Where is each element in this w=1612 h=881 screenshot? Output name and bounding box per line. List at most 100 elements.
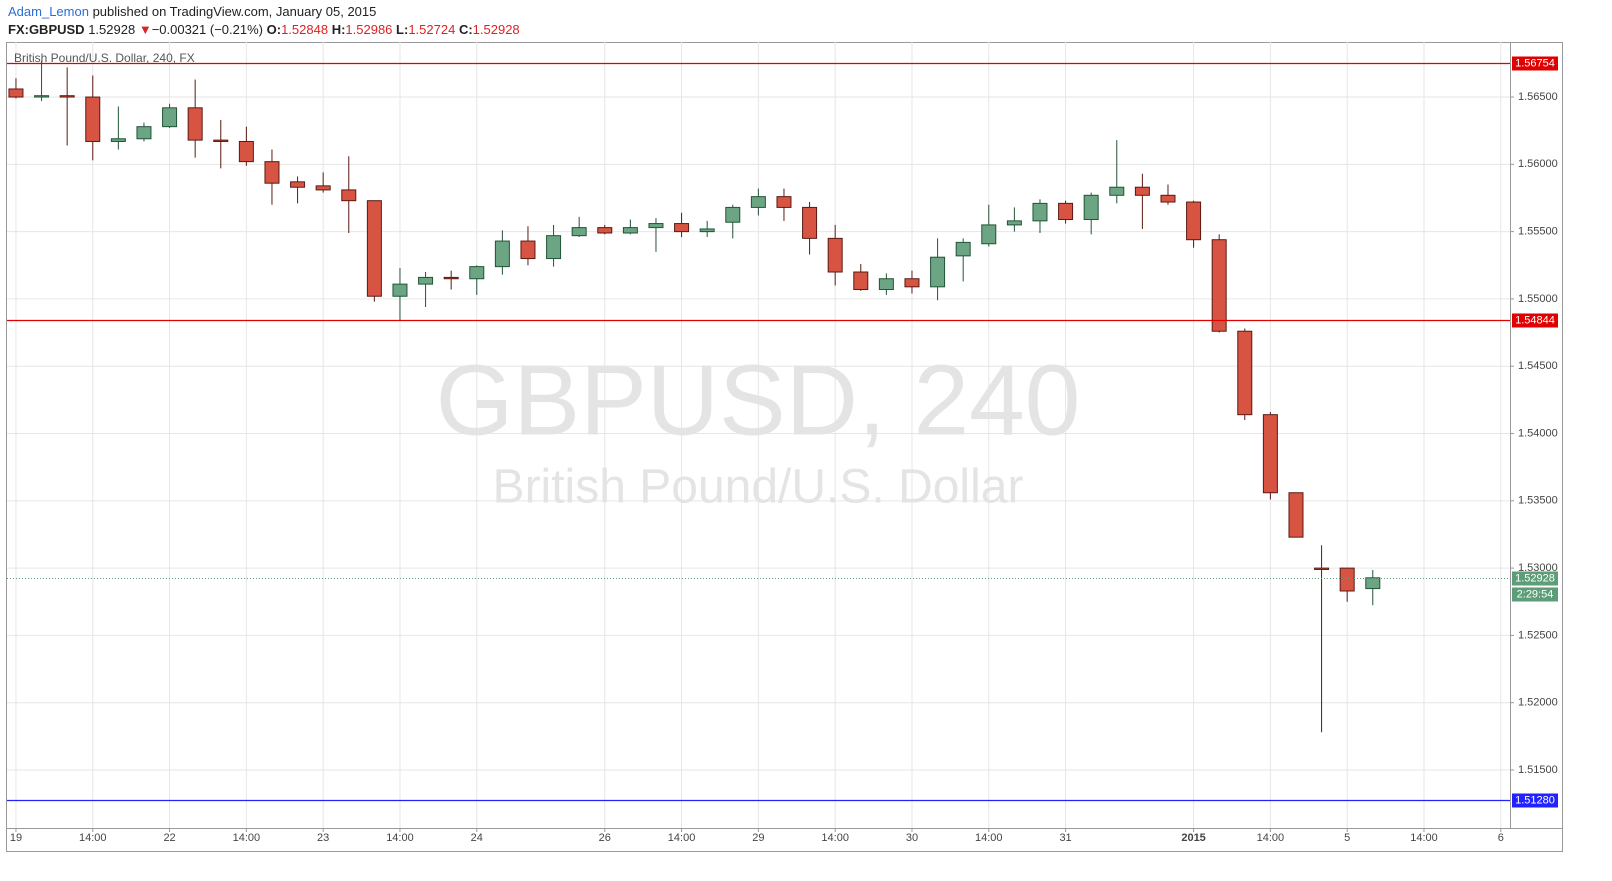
y-tick-label: 1.52500 [1518,629,1558,641]
candle-body [469,266,485,280]
y-tick-label: 1.53500 [1518,495,1558,507]
x-tick-label: 31 [1059,832,1071,844]
countdown: 2:29:54 [1517,588,1554,600]
x-tick-label: 19 [10,832,22,844]
candle-body [878,278,894,291]
x-tick-label: 14:00 [975,832,1003,844]
y-tick-label: 1.56500 [1518,91,1558,103]
candle-body [315,185,331,191]
candle-body [904,278,920,288]
x-tick-label: 14:00 [668,832,696,844]
candle-body [802,206,818,239]
y-tick-label: 1.56000 [1518,158,1558,170]
candle-body [930,256,946,288]
x-tick-label: 2015 [1181,832,1205,844]
candle-body [418,276,434,285]
level-label: 1.56754 [1515,57,1555,69]
candle-body [725,206,741,223]
candle-body [162,107,178,128]
candle-body [776,196,792,208]
quote-line: FX:GBPUSD 1.52928 ▼−0.00321 (−0.21%) O:1… [8,21,520,39]
candle-body [648,223,664,229]
level-label-box [1512,793,1558,808]
y-tick-label: 1.53000 [1518,562,1558,574]
candle-body [520,240,536,260]
candle-body [622,227,638,234]
candle-body [827,237,843,273]
candle-body [546,235,562,260]
author[interactable]: Adam_Lemon [8,4,89,19]
candle-body [341,189,357,202]
x-tick-label: 30 [906,832,918,844]
candle-body [571,227,587,237]
level-label-box [1512,313,1558,328]
candle-body [290,181,306,188]
candle-body [136,126,152,140]
ohlc-value: 1.52928 [472,22,520,37]
watermark: GBPUSD, 240 [436,344,1081,456]
candle-body [1365,577,1381,590]
candle-body [366,200,382,297]
level-label: 1.51280 [1515,794,1555,806]
candle-body [264,161,280,184]
candle-body [674,223,690,233]
candle-body [1160,194,1176,203]
candle-body [699,228,715,233]
x-tick-label: 26 [599,832,611,844]
candle-body [1058,202,1074,221]
arrow: ▼ [138,22,152,37]
candle-body [1237,330,1253,416]
x-tick-label: 5 [1344,832,1350,844]
publish-line: Adam_Lemon published on TradingView.com,… [8,3,520,21]
x-tick-label: 24 [471,832,483,844]
y-tick-label: 1.55000 [1518,293,1558,305]
last-price-label: 1.52928 [1515,572,1555,584]
level-label-box [1512,56,1558,71]
x-tick-label: 23 [317,832,329,844]
candle-body [1314,567,1330,570]
candle-body [1262,414,1278,494]
x-tick-label: 14:00 [233,832,261,844]
candle-body [853,271,869,291]
candle-body [110,138,126,142]
candle-body [1186,201,1202,241]
x-tick-label: 14:00 [79,832,107,844]
last-price-box [1512,571,1558,586]
x-tick-label: 14:00 [386,832,414,844]
header: Adam_Lemon published on TradingView.com,… [8,3,520,39]
ohlc-value: 1.52848 [281,22,329,37]
ohlc-value: 1.52724 [408,22,456,37]
candle-body [1109,186,1125,196]
level-label: 1.54844 [1515,314,1555,326]
ohlc: O:1.52848 H:1.52986 L:1.52724 C:1.52928 [267,22,520,37]
x-tick-label: 14:00 [1257,832,1285,844]
frame [6,42,1563,852]
candle-body [1288,492,1304,538]
candle-body [955,241,971,257]
x-tick-label: 6 [1498,832,1504,844]
symbol: FX:GBPUSD [8,22,85,37]
countdown-box [1512,587,1558,602]
candle-body [597,227,613,234]
y-tick-label: 1.54000 [1518,427,1558,439]
chart-title: British Pound/U.S. Dollar, 240, FX [14,51,195,65]
x-tick-label: 29 [752,832,764,844]
x-tick-label: 14:00 [1410,832,1438,844]
ohlc-label: O: [266,22,282,37]
ohlc-label: H: [331,22,346,37]
candle-body [85,96,101,142]
candle-body [392,283,408,297]
candle-body [443,276,459,280]
y-tick-label: 1.54500 [1518,360,1558,372]
y-tick-label: 1.51500 [1518,764,1558,776]
candle-body [34,95,50,98]
candle-body [213,139,229,142]
candle-body [187,107,203,141]
x-tick-label: 22 [163,832,175,844]
candle-body [1339,567,1355,592]
y-tick-label: 1.55500 [1518,226,1558,238]
candle-body [750,196,766,208]
candle-body [1211,239,1227,332]
